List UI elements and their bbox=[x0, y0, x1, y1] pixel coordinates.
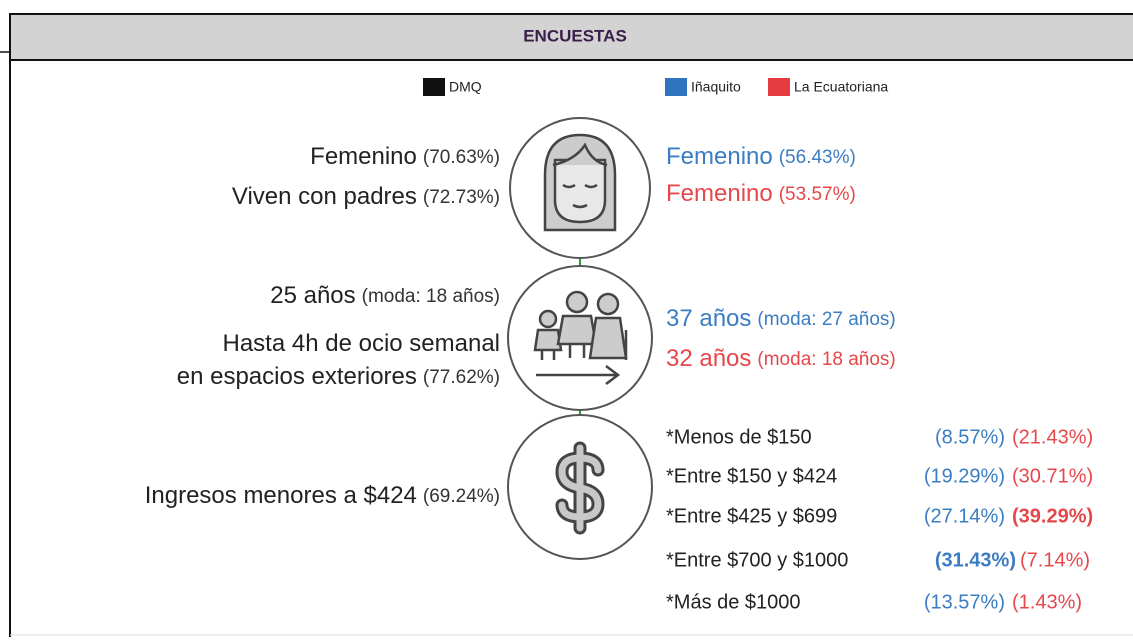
detail-text: (53.57%) bbox=[779, 184, 856, 205]
main-text: Viven con padres bbox=[232, 183, 417, 210]
text-line: Ingresos menores a $424 (69.24%) bbox=[145, 482, 500, 509]
text-line: en espacios exteriores (77.62%) bbox=[177, 363, 500, 390]
text-line: 37 años (moda: 27 años) bbox=[666, 305, 896, 332]
legend-swatch bbox=[768, 78, 790, 96]
legend-label: DMQ bbox=[449, 79, 482, 95]
header-title: ENCUESTAS bbox=[523, 26, 627, 45]
detail-text: (moda: 27 años) bbox=[757, 309, 895, 330]
legend-label: La Ecuatoriana bbox=[794, 79, 888, 95]
income-label: *Más de $1000 bbox=[666, 591, 801, 613]
main-text: Femenino bbox=[310, 143, 417, 170]
dollar-icon bbox=[555, 441, 605, 535]
legend-swatch bbox=[423, 78, 445, 96]
income-inaquito: (13.57%) bbox=[924, 591, 1005, 613]
main-text: 32 años bbox=[666, 345, 751, 372]
legend-label: Iñaquito bbox=[691, 79, 741, 95]
text-line: 32 años (moda: 18 años) bbox=[666, 345, 896, 372]
legend-swatch bbox=[665, 78, 687, 96]
text-line: Femenino (56.43%) bbox=[666, 143, 856, 170]
income-label: *Entre $700 y $1000 bbox=[666, 549, 848, 571]
text-line: Hasta 4h de ocio semanal bbox=[223, 330, 501, 357]
detail-text: (77.62%) bbox=[423, 367, 500, 388]
main-text: Ingresos menores a $424 bbox=[145, 482, 417, 509]
income-ecuatoriana: (39.29%) bbox=[1012, 505, 1093, 527]
text-line: Femenino (53.57%) bbox=[666, 180, 856, 207]
main-text: Femenino bbox=[666, 143, 773, 170]
text-line: Femenino (70.63%) bbox=[310, 143, 500, 170]
main-text: Hasta 4h de ocio semanal bbox=[223, 330, 501, 357]
detail-text: (72.73%) bbox=[423, 187, 500, 208]
detail-text: (moda: 18 años) bbox=[362, 286, 500, 307]
income-label: *Menos de $150 bbox=[666, 426, 812, 448]
income-inaquito: (8.57%) bbox=[935, 426, 1005, 448]
income-inaquito: (31.43%) bbox=[935, 549, 1016, 571]
family-icon bbox=[533, 290, 628, 385]
detail-text: (69.24%) bbox=[423, 486, 500, 507]
income-inaquito: (27.14%) bbox=[924, 505, 1005, 527]
main-text: Femenino bbox=[666, 180, 773, 207]
income-label: *Entre $150 y $424 bbox=[666, 465, 837, 487]
text-line: Viven con padres (72.73%) bbox=[232, 183, 500, 210]
income-label: *Entre $425 y $699 bbox=[666, 505, 837, 527]
text-line: 25 años (moda: 18 años) bbox=[270, 282, 500, 309]
header-bar bbox=[9, 13, 1133, 61]
main-text: en espacios exteriores bbox=[177, 363, 417, 390]
income-ecuatoriana: (21.43%) bbox=[1012, 426, 1093, 448]
income-ecuatoriana: (1.43%) bbox=[1012, 591, 1082, 613]
detail-text: (56.43%) bbox=[779, 147, 856, 168]
income-ecuatoriana: (30.71%) bbox=[1012, 465, 1093, 487]
woman-icon bbox=[543, 133, 617, 232]
income-ecuatoriana: (7.14%) bbox=[1020, 549, 1090, 571]
detail-text: (moda: 18 años) bbox=[757, 349, 895, 370]
detail-text: (70.63%) bbox=[423, 147, 500, 168]
income-inaquito: (19.29%) bbox=[924, 465, 1005, 487]
main-text: 25 años bbox=[270, 282, 355, 309]
main-text: 37 años bbox=[666, 305, 751, 332]
